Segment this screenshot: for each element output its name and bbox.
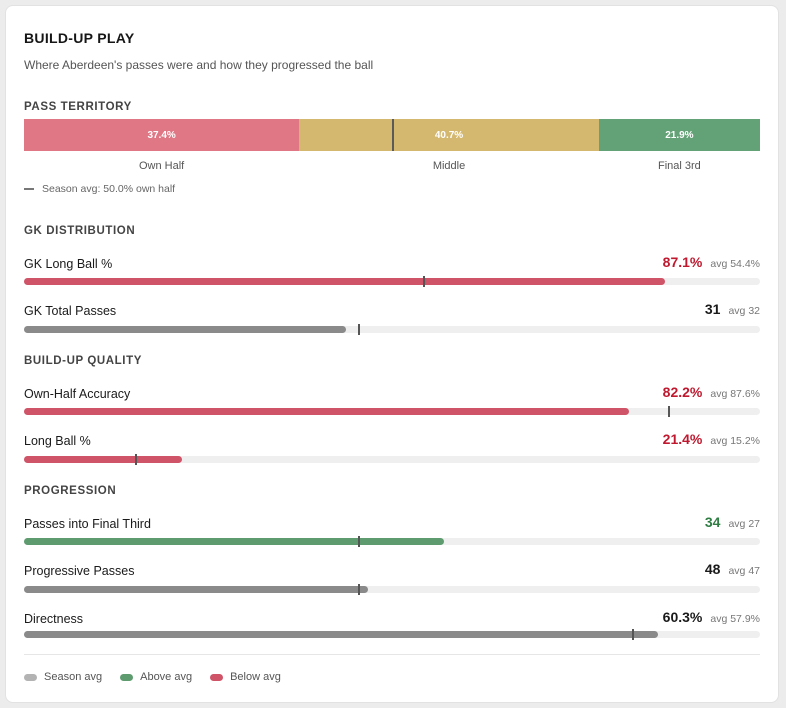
metric-avg: avg 87.6%: [710, 388, 760, 400]
legend-swatch-icon: [24, 673, 37, 681]
pass-territory-bar: 37.4% 40.7% 21.9%: [24, 119, 760, 151]
territory-segment-own-half: 37.4%: [24, 119, 300, 151]
metric-values: 31 avg 32: [705, 301, 760, 317]
metric-bar-track: [24, 629, 760, 640]
legend-label: Above avg: [140, 671, 193, 683]
metric-avg: avg 32: [728, 305, 760, 317]
card-subtitle: Where Aberdeen's passes were and how the…: [24, 58, 374, 72]
metric-label: Directness: [24, 612, 84, 626]
metric-value: 60.3%: [662, 609, 703, 625]
metric-bar-track: [24, 276, 760, 287]
territory-label-middle: Middle: [432, 160, 466, 172]
territory-value-own-half: 37.4%: [147, 129, 176, 141]
metric-avg-tick: [423, 276, 426, 287]
metric-label: GK Total Passes: [24, 304, 117, 318]
metric-bar-fill: [24, 456, 182, 463]
metric-label: Passes into Final Third: [24, 517, 151, 531]
metric-values: 82.2% avg 87.6%: [663, 384, 760, 400]
metric-value: 82.2%: [662, 384, 703, 400]
card-title: BUILD-UP PLAY: [24, 30, 135, 46]
metric-avg-tick: [357, 584, 360, 595]
metric-avg-tick: [357, 536, 360, 547]
metric-bar-track: [24, 536, 760, 547]
section-title-gk-distribution: GK DISTRIBUTION: [24, 225, 136, 237]
section-title-progression: PROGRESSION: [24, 485, 117, 497]
metric-values: 34 avg 27: [705, 514, 760, 530]
metric-bar-fill: [24, 278, 666, 285]
territory-value-final-third: 21.9%: [665, 129, 694, 141]
metric-value: 34: [704, 514, 721, 530]
metric-bar-fill: [24, 586, 369, 593]
metric-bar-track: [24, 584, 760, 595]
section-title-build-up-quality: BUILD-UP QUALITY: [24, 355, 142, 367]
metric-avg: avg 54.4%: [710, 258, 760, 270]
season-avg-dash-icon: [24, 188, 34, 190]
metric-value: 21.4%: [662, 431, 703, 447]
territory-label-own-half: Own Half: [139, 160, 185, 172]
build-up-play-card: BUILD-UP PLAY Where Aberdeen's passes we…: [6, 6, 778, 702]
metric-label: Long Ball %: [24, 434, 91, 448]
metric-bar-track: [24, 324, 760, 335]
legend-divider: [24, 654, 760, 655]
metric-avg: avg 57.9%: [710, 613, 760, 625]
metric-avg: avg 15.2%: [710, 435, 760, 447]
metric-bar-fill: [24, 408, 629, 415]
legend-label: Below avg: [230, 671, 281, 683]
legend-item-season-avg: Season avg: [24, 671, 102, 683]
territory-label-final-third: Final 3rd: [658, 160, 701, 172]
season-avg-note: Season avg: 50.0% own half: [24, 183, 175, 195]
metric-avg-tick: [134, 454, 137, 465]
territory-value-middle: 40.7%: [434, 129, 464, 141]
legend: Season avg Above avg Below avg: [24, 671, 281, 683]
metric-avg-tick: [631, 629, 634, 640]
metric-label: Own-Half Accuracy: [24, 387, 131, 401]
metric-values: 60.3% avg 57.9%: [663, 609, 760, 625]
section-title-pass-territory: PASS TERRITORY: [24, 101, 132, 113]
legend-item-below-avg: Below avg: [210, 671, 281, 683]
metric-label: Progressive Passes: [24, 564, 135, 578]
territory-segment-middle: 40.7%: [299, 119, 599, 151]
metric-value: 87.1%: [662, 254, 703, 270]
metric-label: GK Long Ball %: [24, 257, 113, 271]
metric-bar-fill: [24, 326, 346, 333]
metric-bar-track: [24, 406, 760, 417]
metric-avg-tick: [667, 406, 670, 417]
metric-avg-tick: [357, 324, 360, 335]
metric-bar-track: [24, 454, 760, 465]
metric-bar-fill: [24, 631, 659, 638]
metric-value: 48: [704, 561, 721, 577]
metric-values: 87.1% avg 54.4%: [663, 254, 760, 270]
metric-values: 48 avg 47: [705, 561, 760, 577]
legend-swatch-icon: [120, 673, 134, 681]
metric-avg: avg 27: [728, 518, 760, 530]
legend-item-above-avg: Above avg: [120, 671, 192, 683]
season-avg-note-text: Season avg: 50.0% own half: [42, 183, 176, 195]
metric-bar-fill: [24, 538, 444, 545]
legend-label: Season avg: [44, 671, 103, 683]
season-avg-marker: [392, 119, 394, 151]
metric-values: 21.4% avg 15.2%: [663, 431, 760, 447]
metric-value: 31: [704, 301, 721, 317]
territory-segment-final-third: 21.9%: [598, 119, 760, 151]
legend-swatch-icon: [210, 673, 224, 681]
metric-avg: avg 47: [728, 565, 760, 577]
